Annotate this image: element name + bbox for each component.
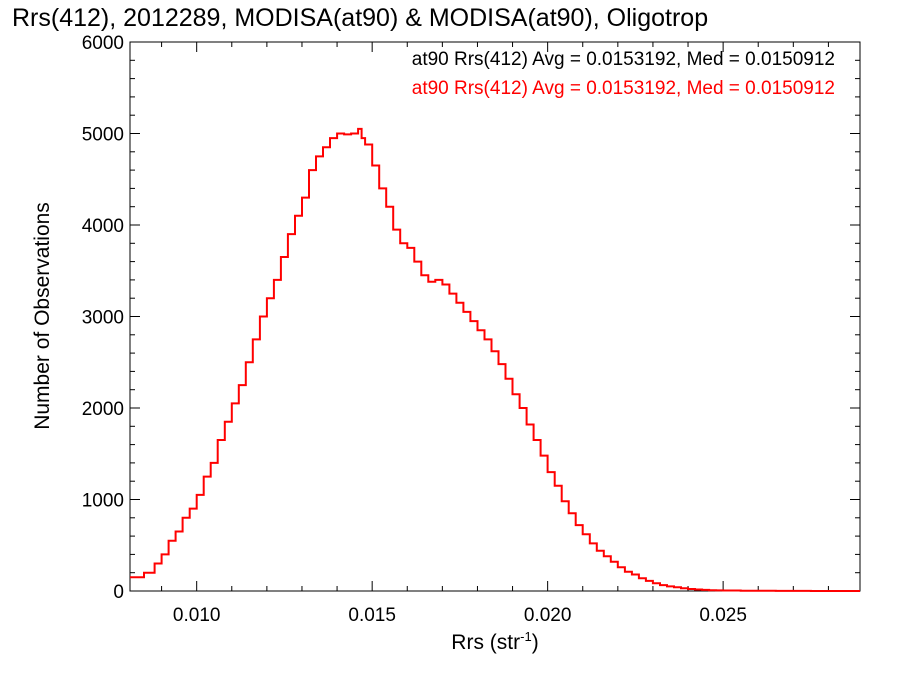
x-axis-label-main: Rrs (str xyxy=(451,631,520,654)
x-tick-label: 0.020 xyxy=(524,605,572,626)
y-tick-label: 4000 xyxy=(82,216,124,237)
series-layer xyxy=(130,127,860,592)
plot-frame xyxy=(129,41,861,592)
series-line-1 xyxy=(130,127,860,592)
x-axis-label-superscript: -1 xyxy=(520,629,532,644)
y-tick-label: 1000 xyxy=(82,491,124,512)
legend-entry-black: at90 Rrs(412) Avg = 0.0153192, Med = 0.0… xyxy=(412,49,835,70)
chart-title: Rrs(412), 2012289, MODISA(at90) & MODISA… xyxy=(12,4,708,32)
y-axis-tick-labels: 0 1000 2000 3000 4000 5000 6000 xyxy=(82,33,124,603)
x-tick-label: 0.015 xyxy=(348,605,396,626)
x-tick-label: 0.025 xyxy=(699,605,747,626)
x-axis-tick-labels: 0.010 0.015 0.020 0.025 xyxy=(173,605,747,626)
y-tick-label: 5000 xyxy=(82,125,124,146)
y-tick-label: 2000 xyxy=(82,399,124,420)
y-tick-label: 3000 xyxy=(82,308,124,329)
legend-entry-red: at90 Rrs(412) Avg = 0.0153192, Med = 0.0… xyxy=(412,78,835,99)
x-tick-label: 0.010 xyxy=(173,605,221,626)
y-tick-label: 0 xyxy=(113,582,124,603)
y-tick-label: 6000 xyxy=(82,33,124,54)
x-axis-label: Rrs (str-1) xyxy=(451,629,538,654)
y-axis-ticks xyxy=(130,41,860,592)
plot-border xyxy=(129,41,861,592)
x-axis-label-close: ) xyxy=(532,631,539,654)
y-axis-label: Number of Observations xyxy=(31,202,54,430)
x-axis-ticks xyxy=(161,42,829,591)
